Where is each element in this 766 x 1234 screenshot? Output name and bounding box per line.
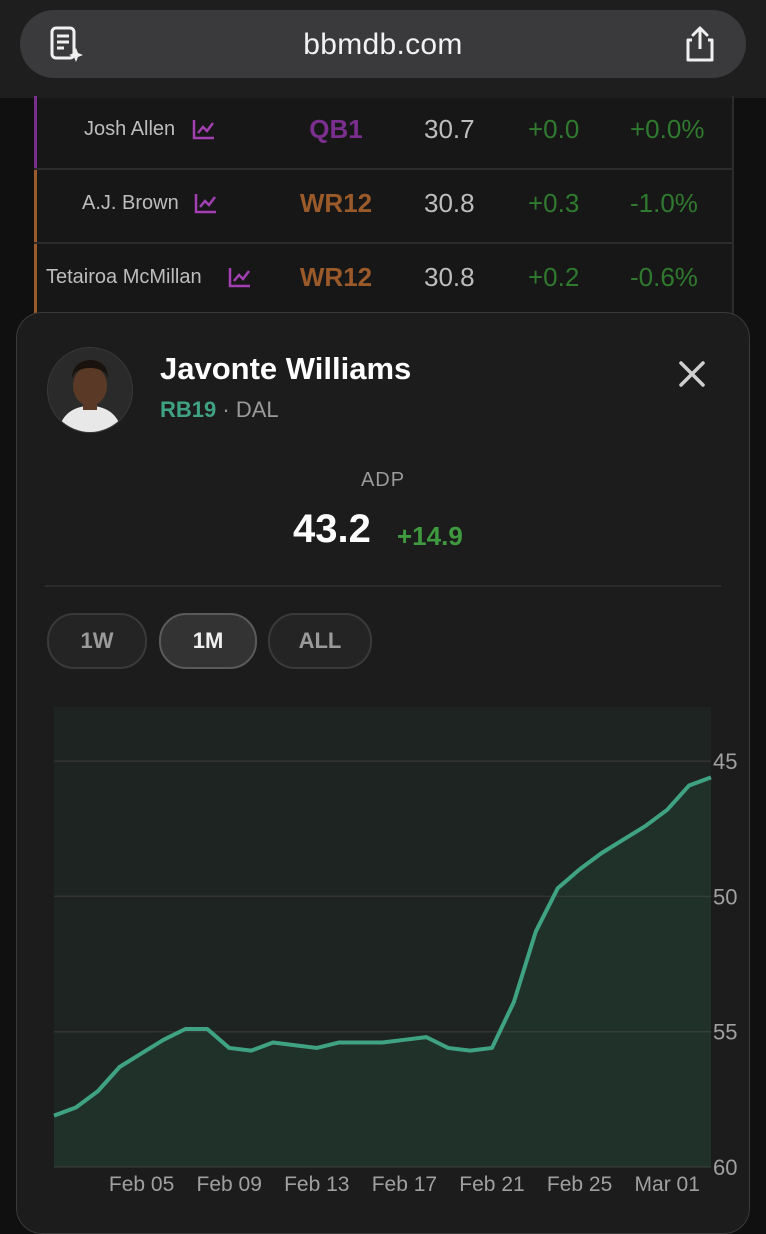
adp-label: ADP [360,469,406,491]
position-color-bar [34,244,37,316]
position-cell: QB1 [309,114,363,144]
percent-change-cell: -1.0% [630,188,698,218]
y-tick-label: 45 [713,749,737,774]
trend-chart-icon[interactable] [194,192,218,214]
adp-cell: 30.7 [424,114,475,144]
trend-chart-icon[interactable] [192,118,216,140]
table-row[interactable]: Tetairoa McMillan WR12 30.8 +0.2 -0.6% [34,244,734,318]
player-avatar [47,347,133,433]
player-headshot-icon [48,348,132,432]
player-name-cell[interactable]: Josh Allen [84,118,176,140]
adp-series-line [53,775,712,1118]
change-cell: +0.2 [528,262,580,292]
percent-change-cell: -0.6% [630,262,698,292]
adp-change: +14.9 [397,521,463,551]
trend-chart-icon[interactable] [228,266,252,288]
reader-mode-icon[interactable] [46,24,86,64]
range-all-button[interactable]: ALL [268,613,372,669]
team-abbreviation: DAL [235,397,279,422]
range-1m-button[interactable]: 1M [159,613,257,669]
change-cell: +0.3 [528,188,580,218]
y-tick-label: 60 [713,1155,737,1180]
player-name-cell[interactable]: A.J. Brown [82,192,179,214]
position-color-bar [34,170,37,242]
position-cell: WR12 [299,188,373,218]
player-position-line: RB19 · DAL [160,397,279,423]
separator-dot: · [222,397,230,422]
x-tick-label: Feb 09 [197,1173,262,1196]
player-detail-sheet: Javonte Williams RB19 · DAL ADP 43.2 +14… [16,312,750,1234]
adp-cell: 30.8 [424,262,475,292]
y-tick-label: 50 [713,884,737,909]
adp-cell: 30.8 [424,188,475,218]
adp-table: Josh Allen QB1 30.7 +0.0 +0.0% A.J. Brow… [34,96,734,318]
chart-plot-area [54,707,711,1167]
divider [45,585,721,587]
browser-top-bar: bbmdb.com [0,0,766,98]
x-tick-label: Feb 25 [547,1173,612,1196]
player-name: Javonte Williams [160,351,412,386]
percent-change-cell: +0.0% [630,114,705,144]
address-bar[interactable]: bbmdb.com [20,10,746,78]
x-tick-label: Feb 17 [372,1173,437,1196]
position-color-bar [34,96,37,168]
change-cell: +0.0 [528,114,580,144]
adp-value: 43.2 [293,507,371,551]
x-tick-label: Feb 13 [284,1173,349,1196]
table-row[interactable]: Josh Allen QB1 30.7 +0.0 +0.0% [34,96,734,170]
adp-history-chart[interactable]: 45 50 55 60 Feb 05 Feb 09 Feb 13 Feb 17 Feb 21 Fe… [17,693,747,1207]
position-cell: WR12 [299,262,373,292]
x-tick-label: Feb 05 [109,1173,174,1196]
share-icon[interactable] [680,24,720,64]
range-1w-button[interactable]: 1W [47,613,147,669]
area-fill [54,777,711,1167]
close-icon[interactable] [675,357,709,391]
x-tick-label: Feb 21 [459,1173,524,1196]
position-rank: RB19 [160,397,217,422]
table-row[interactable]: A.J. Brown WR12 30.8 +0.3 -1.0% [34,170,734,244]
player-name-cell[interactable]: Tetairoa McMillan [46,266,202,288]
x-tick-label: Mar 01 [635,1173,700,1196]
y-tick-label: 55 [713,1020,737,1045]
url-text[interactable]: bbmdb.com [303,28,463,61]
